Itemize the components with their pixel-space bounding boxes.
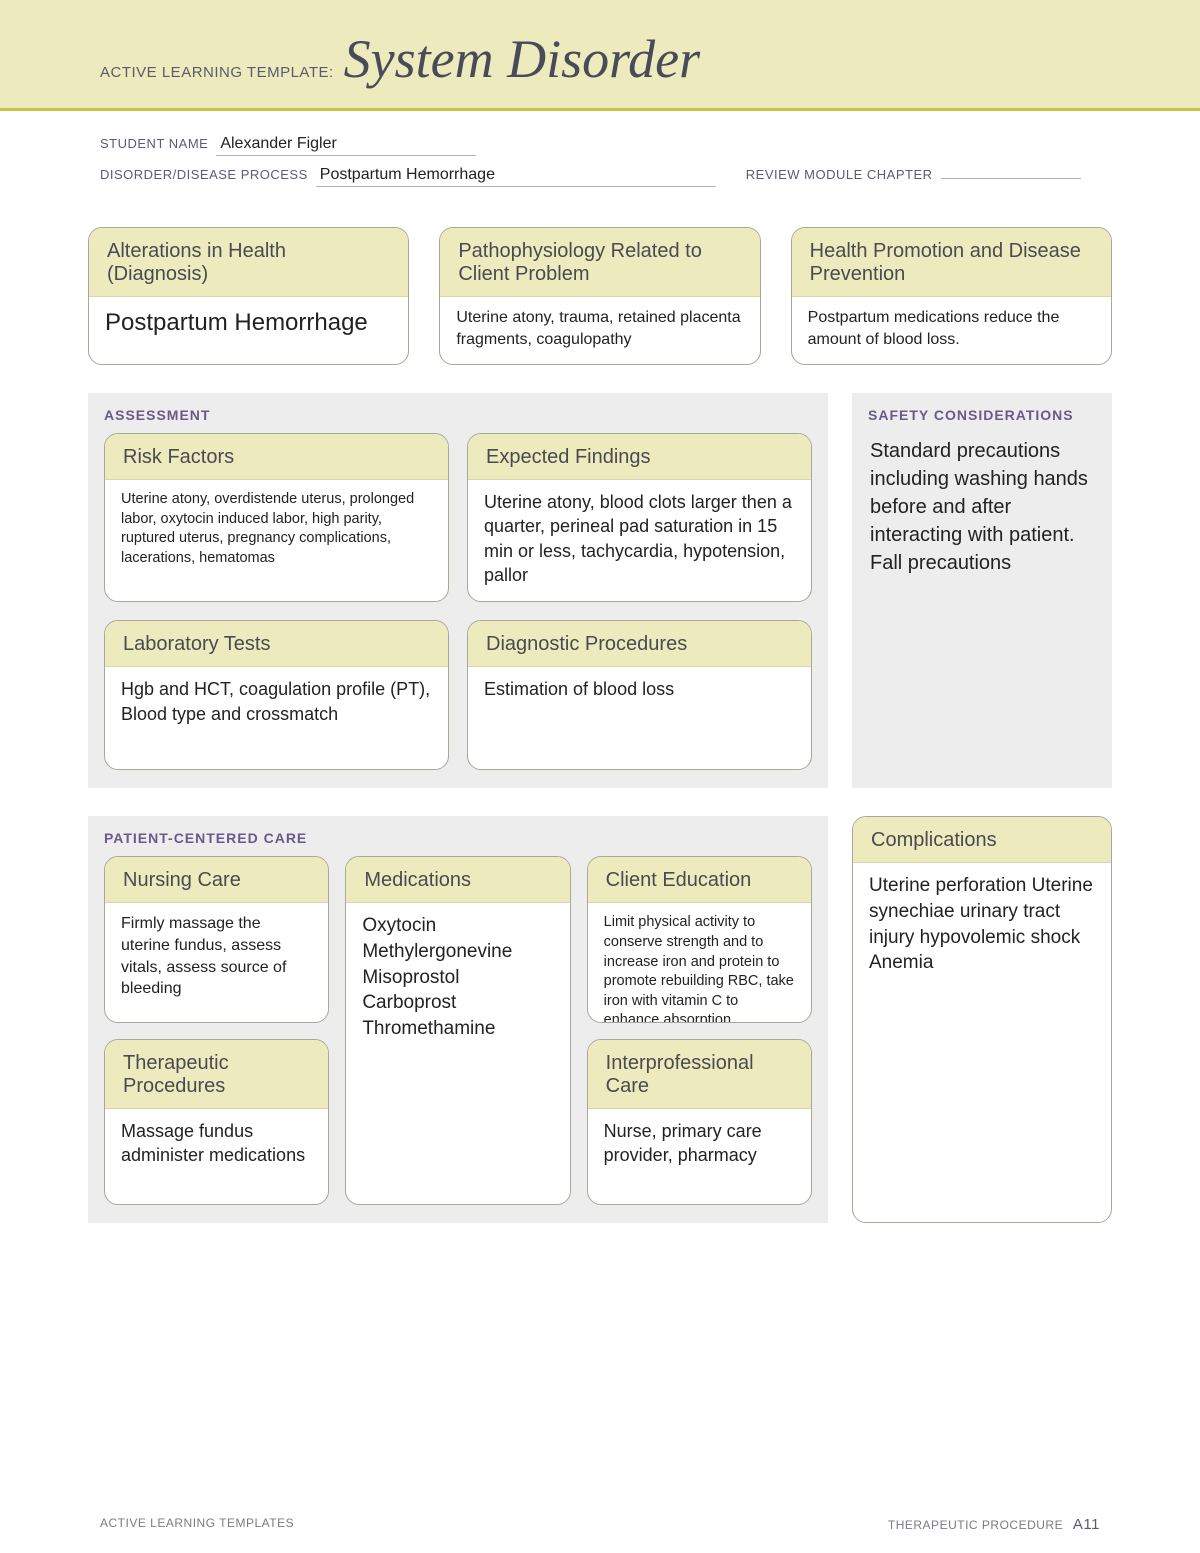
student-name-value: Alexander Figler	[216, 135, 476, 156]
card-title: Medications	[346, 857, 569, 903]
card-lab-tests: Laboratory Tests Hgb and HCT, coagulatio…	[104, 620, 449, 770]
card-expected-findings: Expected Findings Uterine atony, blood c…	[467, 433, 812, 602]
footer-left: ACTIVE LEARNING TEMPLATES	[100, 1516, 294, 1533]
footer-right: THERAPEUTIC PROCEDURE A11	[888, 1516, 1100, 1533]
card-body: Uterine atony, trauma, retained placenta…	[440, 297, 759, 364]
complications-column: Complications Uterine perforation Uterin…	[852, 816, 1112, 1223]
card-alterations: Alterations in Health (Diagnosis) Postpa…	[88, 227, 409, 365]
card-interprofessional-care: Interprofessional Care Nurse, primary ca…	[587, 1039, 812, 1205]
card-body: Firmly massage the uterine fundus, asses…	[105, 903, 328, 1013]
page: ACTIVE LEARNING TEMPLATE: System Disorde…	[0, 0, 1200, 1553]
footer-right-code: A11	[1073, 1516, 1100, 1533]
card-body: Uterine perforation Uterine synechiae ur…	[853, 863, 1111, 990]
content: Alterations in Health (Diagnosis) Postpa…	[0, 197, 1200, 1243]
chapter-value	[941, 176, 1081, 179]
card-title: Complications	[853, 817, 1111, 863]
card-diagnostic-procedures: Diagnostic Procedures Estimation of bloo…	[467, 620, 812, 770]
disorder-value: Postpartum Hemorrhage	[316, 166, 716, 187]
card-body: Limit physical activity to conserve stre…	[588, 903, 811, 1022]
card-risk-factors: Risk Factors Uterine atony, overdistende…	[104, 433, 449, 602]
card-pathophysiology: Pathophysiology Related to Client Proble…	[439, 227, 760, 365]
card-title: Interprofessional Care	[588, 1040, 811, 1109]
card-body: Postpartum Hemorrhage	[89, 297, 408, 353]
card-health-promotion: Health Promotion and Disease Prevention …	[791, 227, 1112, 365]
top-row: Alterations in Health (Diagnosis) Postpa…	[88, 227, 1112, 365]
banner: ACTIVE LEARNING TEMPLATE: System Disorde…	[0, 0, 1200, 111]
disorder-label: DISORDER/DISEASE PROCESS	[100, 167, 308, 182]
mid-row: ASSESSMENT Risk Factors Uterine atony, o…	[88, 393, 1112, 788]
card-body: Nurse, primary care provider, pharmacy	[588, 1109, 811, 1182]
card-title: Therapeutic Procedures	[105, 1040, 328, 1109]
card-title: Health Promotion and Disease Prevention	[792, 228, 1111, 297]
pcc-label: PATIENT-CENTERED CARE	[104, 830, 812, 846]
card-title: Diagnostic Procedures	[468, 621, 811, 667]
card-body: Oxytocin Methylergonevine Misoprostol Ca…	[346, 903, 569, 1055]
card-therapeutic-procedures: Therapeutic Procedures Massage fundus ad…	[104, 1039, 329, 1205]
card-body: Estimation of blood loss	[468, 667, 811, 715]
card-title: Alterations in Health (Diagnosis)	[89, 228, 408, 297]
card-title: Client Education	[588, 857, 811, 903]
safety-body: Standard precautions including washing h…	[868, 433, 1096, 581]
meta-block: STUDENT NAME Alexander Figler DISORDER/D…	[0, 111, 1200, 197]
bottom-row: PATIENT-CENTERED CARE Nursing Care Firml…	[88, 816, 1112, 1223]
card-body: Uterine atony, overdistende uterus, prol…	[105, 480, 448, 582]
safety-label: SAFETY CONSIDERATIONS	[868, 407, 1096, 423]
card-title: Risk Factors	[105, 434, 448, 480]
card-client-education: Client Education Limit physical activity…	[587, 856, 812, 1022]
pcc-section: PATIENT-CENTERED CARE Nursing Care Firml…	[88, 816, 828, 1223]
card-nursing-care: Nursing Care Firmly massage the uterine …	[104, 856, 329, 1022]
assessment-section: ASSESSMENT Risk Factors Uterine atony, o…	[88, 393, 828, 788]
card-body: Massage fundus administer medications	[105, 1109, 328, 1182]
card-body: Postpartum medications reduce the amount…	[792, 297, 1111, 364]
card-title: Laboratory Tests	[105, 621, 448, 667]
student-name-label: STUDENT NAME	[100, 136, 208, 151]
card-medications: Medications Oxytocin Methylergonevine Mi…	[345, 856, 570, 1205]
safety-section: SAFETY CONSIDERATIONS Standard precautio…	[852, 393, 1112, 788]
card-title: Expected Findings	[468, 434, 811, 480]
banner-title: System Disorder	[344, 28, 700, 90]
card-body: Uterine atony, blood clots larger then a…	[468, 480, 811, 601]
card-title: Nursing Care	[105, 857, 328, 903]
footer: ACTIVE LEARNING TEMPLATES THERAPEUTIC PR…	[0, 1516, 1200, 1533]
chapter-label: REVIEW MODULE CHAPTER	[746, 167, 933, 182]
card-complications: Complications Uterine perforation Uterin…	[852, 816, 1112, 1223]
footer-right-text: THERAPEUTIC PROCEDURE	[888, 1518, 1063, 1532]
assessment-label: ASSESSMENT	[104, 407, 812, 423]
card-body: Hgb and HCT, coagulation profile (PT), B…	[105, 667, 448, 740]
banner-label: ACTIVE LEARNING TEMPLATE:	[100, 64, 334, 81]
card-title: Pathophysiology Related to Client Proble…	[440, 228, 759, 297]
